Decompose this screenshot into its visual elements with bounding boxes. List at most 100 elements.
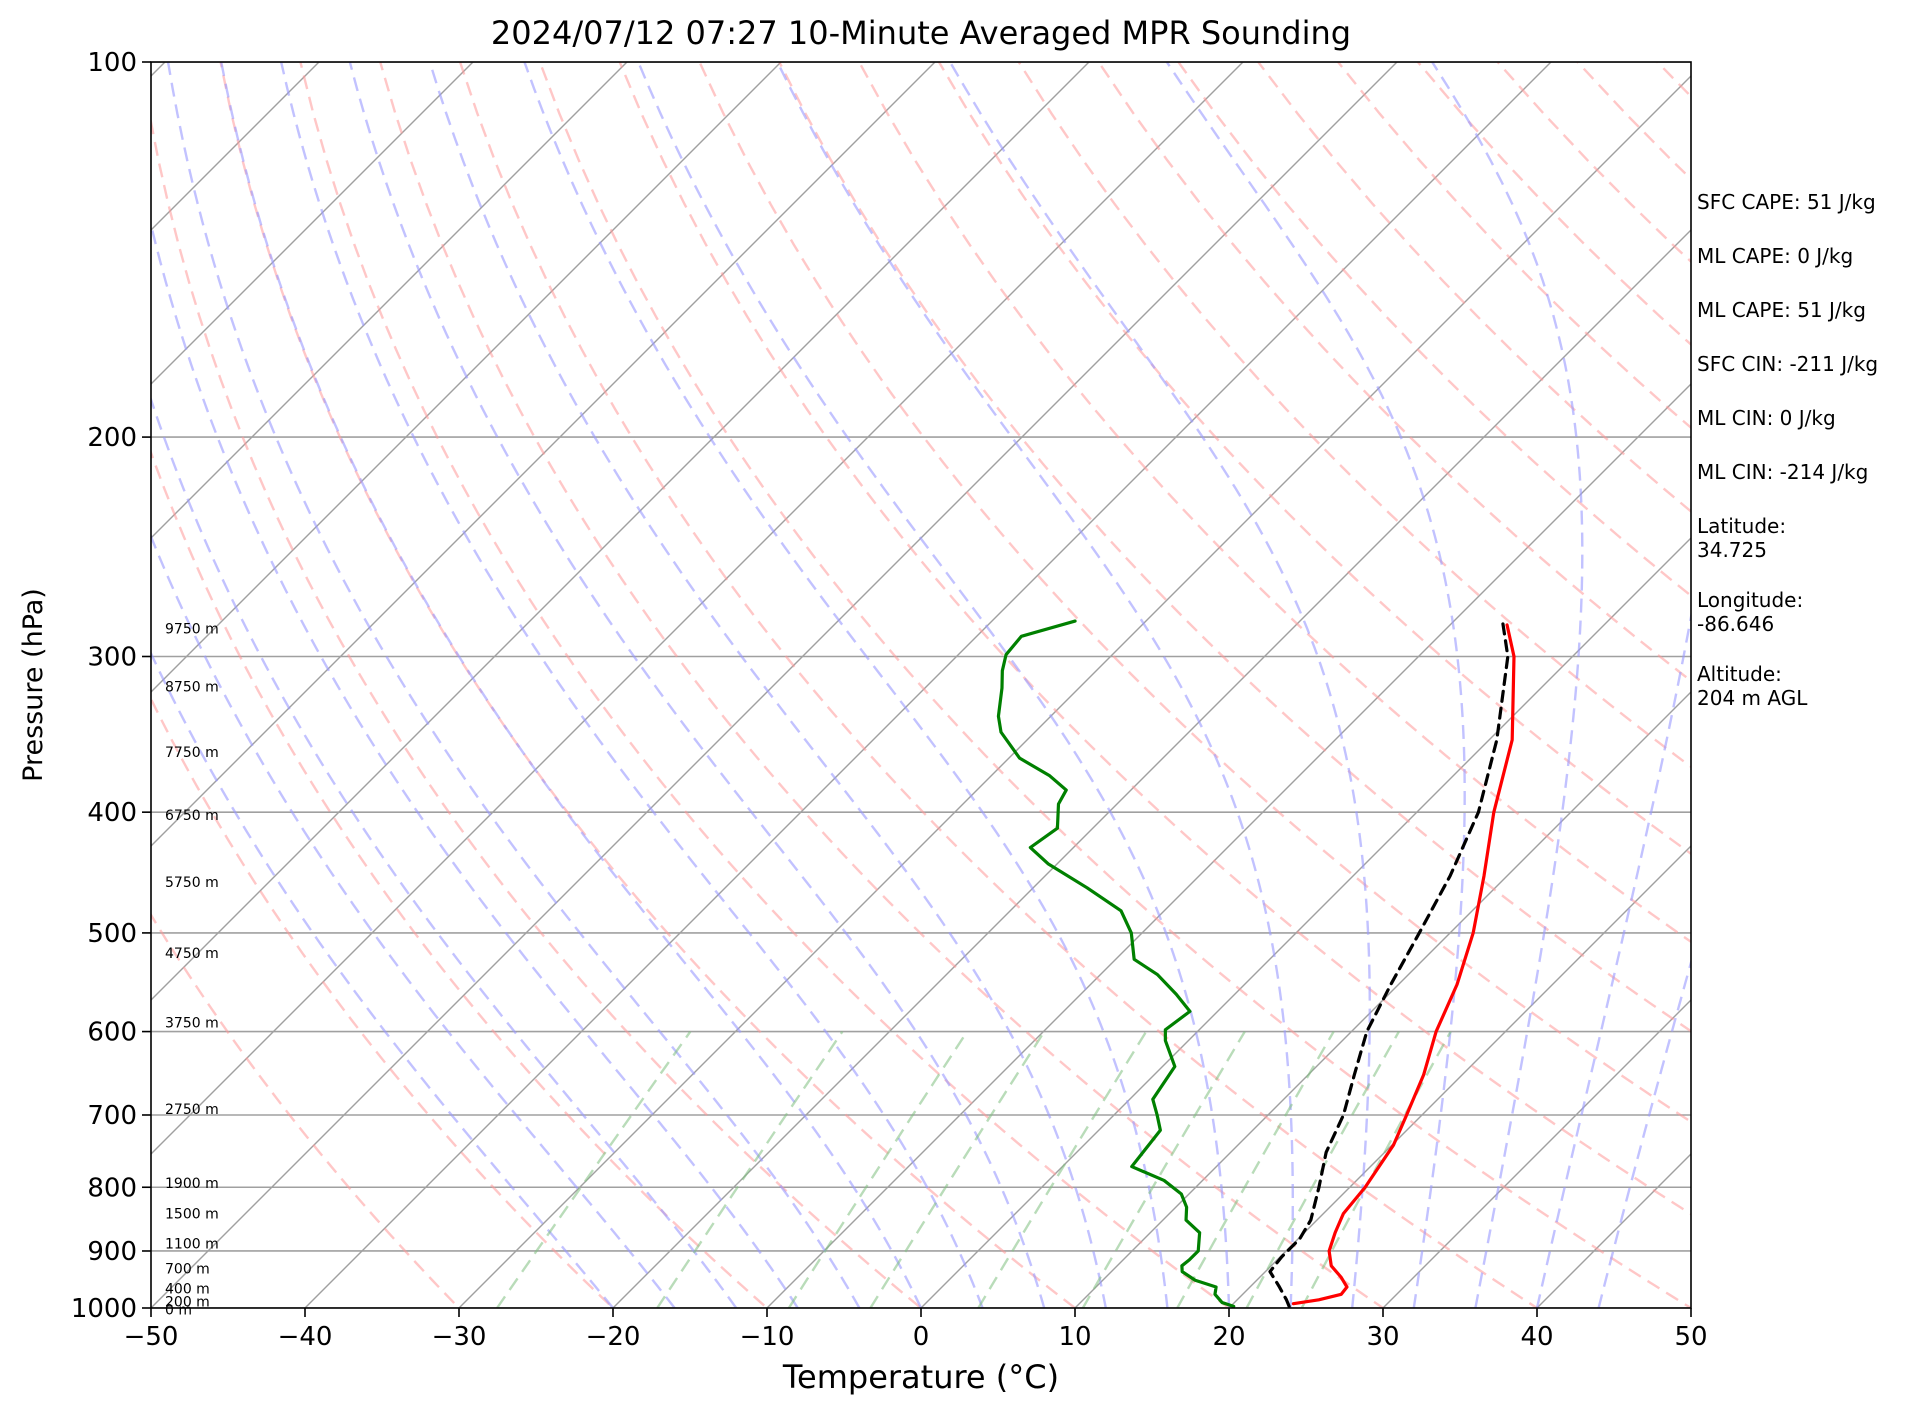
isotherm-line xyxy=(151,62,782,693)
dry-adiabat-line xyxy=(937,62,1691,856)
moist-adiabat-line xyxy=(523,62,1169,1308)
moist-adiabat-line xyxy=(166,62,861,1308)
altitude-block: Altitude: 204 m AGL xyxy=(1697,662,1907,710)
x-tick-label: 30 xyxy=(1366,1322,1399,1352)
ml-cape-text: ML CAPE: 0 J/kg xyxy=(1697,244,1854,268)
y-tick-label: 900 xyxy=(87,1237,137,1267)
mixing-ratio-line xyxy=(1081,1030,1246,1308)
x-tick-label: 10 xyxy=(1058,1322,1091,1352)
dry-adiabat-line xyxy=(778,62,1691,1033)
y-tick-label: 400 xyxy=(87,798,137,828)
y-tick-label: 800 xyxy=(87,1173,137,1203)
moist-adiabat-line xyxy=(279,62,984,1308)
moist-adiabat-line xyxy=(637,62,1231,1308)
height-label: 5750 m xyxy=(165,875,219,891)
isotherm-line xyxy=(151,62,1090,1001)
dry-adiabat-line xyxy=(1177,62,1691,598)
moist-adiabat-line xyxy=(151,533,676,1308)
height-label: 1900 m xyxy=(165,1176,219,1192)
y-tick-label: 100 xyxy=(87,48,137,78)
isotherm-line xyxy=(458,75,1691,1308)
moist-adiabat-line xyxy=(1165,62,1466,1308)
parcel-profile-line xyxy=(1268,621,1510,1308)
isotherm-line xyxy=(612,229,1691,1308)
x-tick-label: 20 xyxy=(1212,1322,1245,1352)
height-label: 3750 m xyxy=(165,1015,219,1031)
moist-adiabat-line xyxy=(428,62,1107,1308)
x-axis-label: Temperature (°C) xyxy=(782,1358,1059,1396)
moist-adiabat-line xyxy=(948,62,1371,1308)
ml-cin-text: ML CIN: 0 J/kg xyxy=(1697,406,1836,430)
latitude-value: 34.725 xyxy=(1697,538,1767,562)
x-tick-label: 50 xyxy=(1674,1322,1707,1352)
moist-adiabat-line xyxy=(776,62,1294,1308)
isotherm-line xyxy=(0,62,11,1308)
dry-adiabat-line xyxy=(1097,62,1691,683)
latitude-block: Latitude: 34.725 xyxy=(1697,514,1907,562)
y-tick-label: 300 xyxy=(87,642,137,672)
y-tick-label: 600 xyxy=(87,1018,137,1048)
moist-adiabat-line xyxy=(348,62,1046,1308)
moist-adiabat-line xyxy=(1431,62,1584,1308)
x-tick-label: −10 xyxy=(740,1322,795,1352)
moist-adiabat-line xyxy=(151,219,799,1308)
dry-adiabat-line xyxy=(219,62,1077,1308)
y-tick-label: 1000 xyxy=(71,1294,137,1324)
y-axis-label: Pressure (hPa) xyxy=(18,588,49,782)
dewpoint-profile-line xyxy=(996,619,1236,1308)
x-tick-label: 40 xyxy=(1520,1322,1553,1352)
height-label: 1100 m xyxy=(165,1237,219,1253)
x-tick-label: −50 xyxy=(124,1322,179,1352)
mixing-ratio-line xyxy=(1176,1030,1335,1308)
isotherm-line xyxy=(766,383,1691,1308)
dry-adiabat-line xyxy=(151,912,461,1308)
ml-cape-text-2: ML CAPE: 51 J/kg xyxy=(1697,298,1866,322)
isotherm-line xyxy=(1382,999,1691,1308)
x-tick-label: −20 xyxy=(586,1322,641,1352)
chart-title: 2024/07/12 07:27 10-Minute Averaged MPR … xyxy=(491,14,1351,52)
height-label: 0 m xyxy=(165,1303,192,1319)
y-tick-label: 200 xyxy=(87,423,137,453)
height-label: 400 m xyxy=(165,1282,210,1298)
x-tick-label: −30 xyxy=(432,1322,487,1352)
sfc-cape-text: SFC CAPE: 51 J/kg xyxy=(1697,190,1876,214)
longitude-block: Longitude: -86.646 xyxy=(1697,588,1907,636)
y-tick-label: 700 xyxy=(87,1101,137,1131)
moist-adiabat-line xyxy=(151,395,738,1308)
altitude-label: Altitude: xyxy=(1697,662,1782,686)
isotherm-line xyxy=(151,62,936,847)
moist-adiabat-line xyxy=(1597,958,1691,1308)
isotherm-line xyxy=(151,62,1398,1308)
longitude-label: Longitude: xyxy=(1697,588,1804,612)
isotherm-line xyxy=(1228,845,1691,1308)
height-label: 1500 m xyxy=(165,1207,219,1223)
dry-adiabat-line xyxy=(538,62,1691,1308)
height-label: 8750 m xyxy=(165,679,219,695)
isotherm-line xyxy=(151,62,1244,1155)
height-label: 4750 m xyxy=(165,946,219,962)
longitude-value: -86.646 xyxy=(1697,612,1775,636)
height-label: 6750 m xyxy=(165,808,219,824)
x-tick-label: −40 xyxy=(278,1322,333,1352)
ml-cin-text-2: ML CIN: -214 J/kg xyxy=(1697,460,1869,484)
dry-adiabat-line xyxy=(151,696,615,1308)
temperature-profile-line xyxy=(1291,623,1516,1306)
latitude-label: Latitude: xyxy=(1697,514,1787,538)
moist-adiabat-line xyxy=(151,650,614,1308)
isotherm-line xyxy=(920,537,1691,1308)
y-tick-label: 500 xyxy=(87,919,137,949)
mixing-ratio-line xyxy=(1245,1030,1400,1308)
dry-adiabat-line xyxy=(299,62,1232,1308)
moist-adiabat-line xyxy=(220,62,923,1308)
mixing-ratio-line xyxy=(496,1030,692,1308)
stats-panel: SFC CAPE: 51 J/kg ML CAPE: 0 J/kg ML CAP… xyxy=(1697,190,1907,736)
mixing-ratio-line xyxy=(787,1030,969,1308)
isotherm-line xyxy=(151,62,474,385)
mixing-ratio-line xyxy=(977,1030,1148,1308)
dry-adiabat-line xyxy=(458,62,1540,1308)
altitude-value: 204 m AGL xyxy=(1697,686,1808,710)
mixing-ratio-line xyxy=(656,1030,844,1308)
dry-adiabat-line xyxy=(151,116,923,1308)
sfc-cin-text: SFC CIN: -211 J/kg xyxy=(1697,352,1879,376)
